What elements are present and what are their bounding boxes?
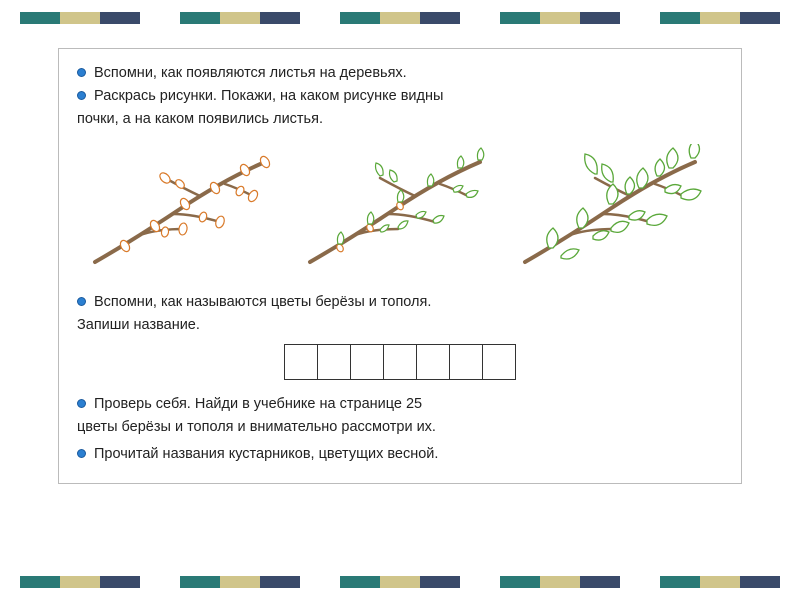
task-1-text: Вспомни, как появляются листья на деревь… (94, 63, 723, 84)
answer-cell[interactable] (284, 344, 318, 380)
answer-boxes-row (77, 344, 723, 380)
task-3-text-b: Запиши название. (77, 315, 723, 336)
branch-stage-buds (85, 144, 285, 274)
bullet-icon (77, 68, 86, 77)
border-block-group (340, 12, 460, 24)
answer-cell[interactable] (416, 344, 450, 380)
answer-cell[interactable] (317, 344, 351, 380)
border-block-group (660, 12, 780, 24)
bullet-icon (77, 297, 86, 306)
task-3-text-a: Вспомни, как называются цветы берёзы и т… (94, 292, 723, 313)
answer-cell[interactable] (449, 344, 483, 380)
task-2-text-a: Раскрась рисунки. Покажи, на каком рисун… (94, 86, 723, 107)
task-4: Проверь себя. Найди в учебнике на страни… (77, 394, 723, 415)
decorative-border-bottom (0, 576, 800, 588)
border-block-group (500, 576, 620, 588)
task-5-text: Прочитай названия кустарников, цветущих … (94, 444, 723, 465)
bullet-icon (77, 399, 86, 408)
border-block-group (340, 576, 460, 588)
task-3: Вспомни, как называются цветы берёзы и т… (77, 292, 723, 313)
task-1: Вспомни, как появляются листья на деревь… (77, 63, 723, 84)
branch-illustrations (77, 144, 723, 274)
border-block-group (20, 576, 140, 588)
border-block-group (180, 576, 300, 588)
answer-cell[interactable] (482, 344, 516, 380)
border-block-group (20, 12, 140, 24)
decorative-border-top (0, 12, 800, 24)
border-block-group (180, 12, 300, 24)
branch-stage-leaves (515, 144, 715, 274)
border-block-group (660, 576, 780, 588)
bullet-icon (77, 91, 86, 100)
task-4-text-b: цветы берёзы и тополя и внимательно расс… (77, 417, 723, 438)
task-4-text-a: Проверь себя. Найди в учебнике на страни… (94, 394, 723, 415)
border-block-group (500, 12, 620, 24)
answer-cell[interactable] (383, 344, 417, 380)
bullet-icon (77, 449, 86, 458)
task-2: Раскрась рисунки. Покажи, на каком рисун… (77, 86, 723, 107)
branch-stage-opening (300, 144, 500, 274)
worksheet-panel: Вспомни, как появляются листья на деревь… (58, 48, 742, 484)
task-5: Прочитай названия кустарников, цветущих … (77, 444, 723, 465)
answer-cell[interactable] (350, 344, 384, 380)
task-2-text-b: почки, а на каком появились листья. (77, 109, 723, 130)
